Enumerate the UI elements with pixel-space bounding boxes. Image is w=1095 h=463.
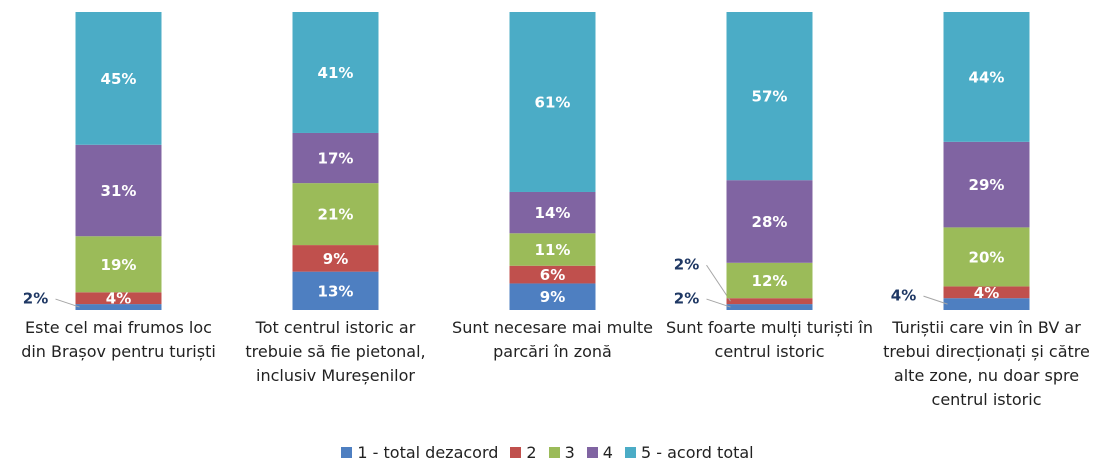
bar-segment (943, 298, 1030, 310)
value-label: 9% (540, 288, 565, 306)
legend-label: 5 - acord total (640, 443, 754, 462)
x-tick-label: Turiștii care vin în BV ar trebui direcț… (883, 318, 1090, 409)
bar-segment (509, 12, 596, 192)
bar-segment (75, 144, 162, 237)
bar-segment (292, 183, 379, 246)
legend-swatch (586, 447, 598, 458)
value-label: 11% (535, 241, 571, 259)
bar-segment (943, 141, 1030, 228)
legend-item: 3 (548, 443, 575, 462)
x-tick-label: Tot centrul istoric ar trebuie să fie pi… (245, 318, 426, 385)
leader-line (923, 295, 948, 305)
value-label: 45% (101, 70, 137, 88)
bar-segment (726, 262, 813, 299)
legend-swatch (624, 447, 636, 458)
bar-segment (75, 12, 162, 145)
leader-line (706, 298, 731, 308)
value-label: 12% (752, 272, 788, 290)
bar-segment (726, 298, 813, 305)
value-label: 14% (535, 204, 571, 222)
legend-item: 1 - total dezacord (341, 443, 498, 462)
value-label: 4% (106, 290, 131, 308)
bar-segment (943, 227, 1030, 287)
bar-segment (292, 12, 379, 133)
bar-segment (75, 304, 162, 310)
bar-segment (292, 271, 379, 310)
legend-label: 1 - total dezacord (357, 443, 499, 462)
legend-label: 4 (602, 443, 613, 462)
value-label: 29% (969, 176, 1005, 194)
value-label: 31% (101, 182, 137, 200)
value-label: 44% (969, 68, 1005, 86)
legend-label: 2 (526, 443, 537, 462)
bar-segment (943, 12, 1030, 142)
bar-segment (943, 286, 1030, 299)
legend-swatch (548, 447, 560, 458)
legend-label: 3 (564, 443, 575, 462)
bar-segment (292, 132, 379, 184)
bar-segment (75, 236, 162, 293)
legend-item: 5 - acord total (624, 443, 754, 462)
legend: 1 - total dezacord 2 3 4 5 - acord total (0, 443, 1095, 462)
value-label: 21% (318, 206, 354, 224)
legend-swatch (341, 447, 353, 458)
legend-swatch (510, 447, 522, 458)
value-label: 28% (752, 213, 788, 231)
value-label: 2% (674, 290, 699, 308)
value-label: 2% (674, 256, 699, 274)
legend-item: 4 (586, 443, 613, 462)
x-tick-label: Sunt necesare mai multe parcări în zonă (452, 318, 653, 361)
value-label: 9% (323, 250, 348, 268)
value-label: 41% (318, 64, 354, 82)
leader-line (55, 298, 80, 308)
legend-item: 2 (510, 443, 537, 462)
bar-segment (292, 245, 379, 272)
value-label: 2% (23, 290, 48, 308)
bar-segment (726, 180, 813, 263)
value-label: 13% (318, 282, 354, 300)
bar-segment (509, 283, 596, 310)
value-label: 57% (752, 88, 788, 106)
value-label: 6% (540, 266, 565, 284)
bar-segment (75, 292, 162, 305)
bar-segment (726, 12, 813, 181)
value-label: 17% (318, 150, 354, 168)
x-tick-label: Este cel mai frumos loc din Brașov pentr… (21, 318, 216, 361)
value-label: 61% (535, 93, 571, 111)
bar-segment (509, 265, 596, 284)
value-label: 19% (101, 256, 137, 274)
value-label: 4% (974, 284, 999, 302)
bar-segment (509, 233, 596, 266)
bar-segment (726, 304, 813, 310)
x-tick-label: Sunt foarte mulți turiști în centrul ist… (666, 318, 873, 361)
bar-segment (509, 191, 596, 234)
value-label: 4% (891, 287, 916, 305)
value-label: 20% (969, 248, 1005, 266)
